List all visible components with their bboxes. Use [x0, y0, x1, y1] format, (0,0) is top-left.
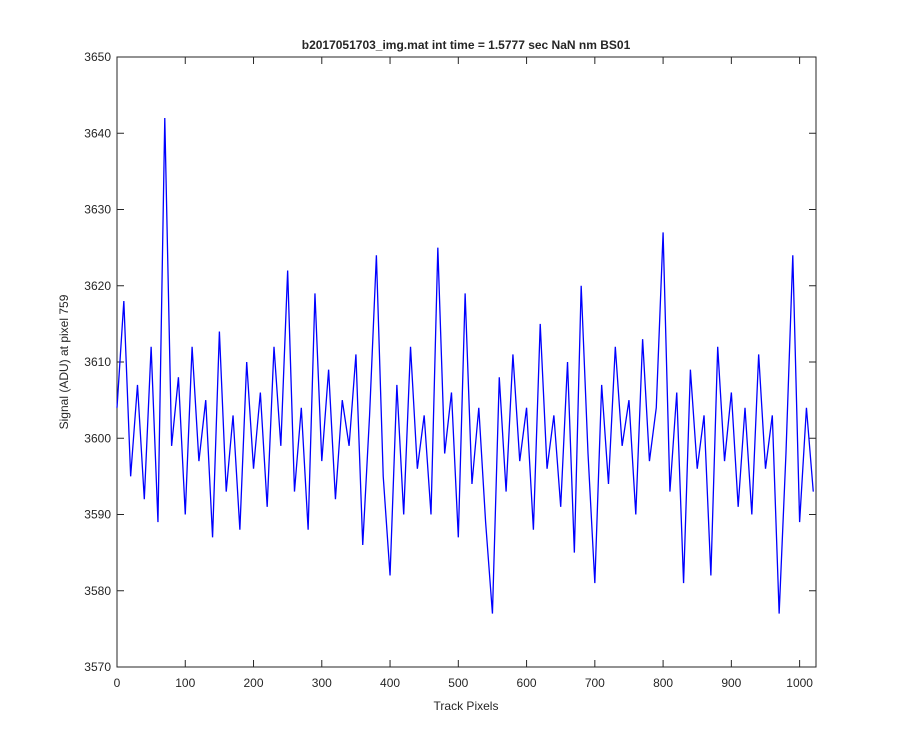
x-tick-label: 1000 — [786, 676, 813, 690]
x-tick-label: 600 — [517, 676, 537, 690]
x-tick-label: 100 — [175, 676, 195, 690]
data-line — [116, 117, 814, 614]
x-tick-label: 400 — [380, 676, 400, 690]
y-tick-label: 3580 — [84, 584, 111, 598]
y-tick-label: 3600 — [84, 431, 111, 445]
y-tick-label: 3630 — [84, 203, 111, 217]
y-tick-label: 3570 — [84, 660, 111, 674]
x-tick-label: 500 — [448, 676, 468, 690]
x-tick-label: 200 — [244, 676, 264, 690]
y-tick-label: 3610 — [84, 355, 111, 369]
x-tick-label: 700 — [585, 676, 605, 690]
x-tick-label: 300 — [312, 676, 332, 690]
y-tick-label: 3640 — [84, 126, 111, 140]
x-tick-label: 900 — [721, 676, 741, 690]
x-tick-label: 800 — [653, 676, 673, 690]
plot-area — [116, 56, 817, 668]
chart-title: b2017051703_img.mat int time = 1.5777 se… — [302, 38, 631, 52]
y-tick-label: 3590 — [84, 508, 111, 522]
y-tick-label: 3620 — [84, 279, 111, 293]
y-axis-label: Signal (ADU) at pixel 759 — [57, 294, 71, 429]
x-axis-label: Track Pixels — [434, 699, 499, 713]
y-tick-label: 3650 — [84, 50, 111, 64]
x-tick-label: 0 — [114, 676, 121, 690]
